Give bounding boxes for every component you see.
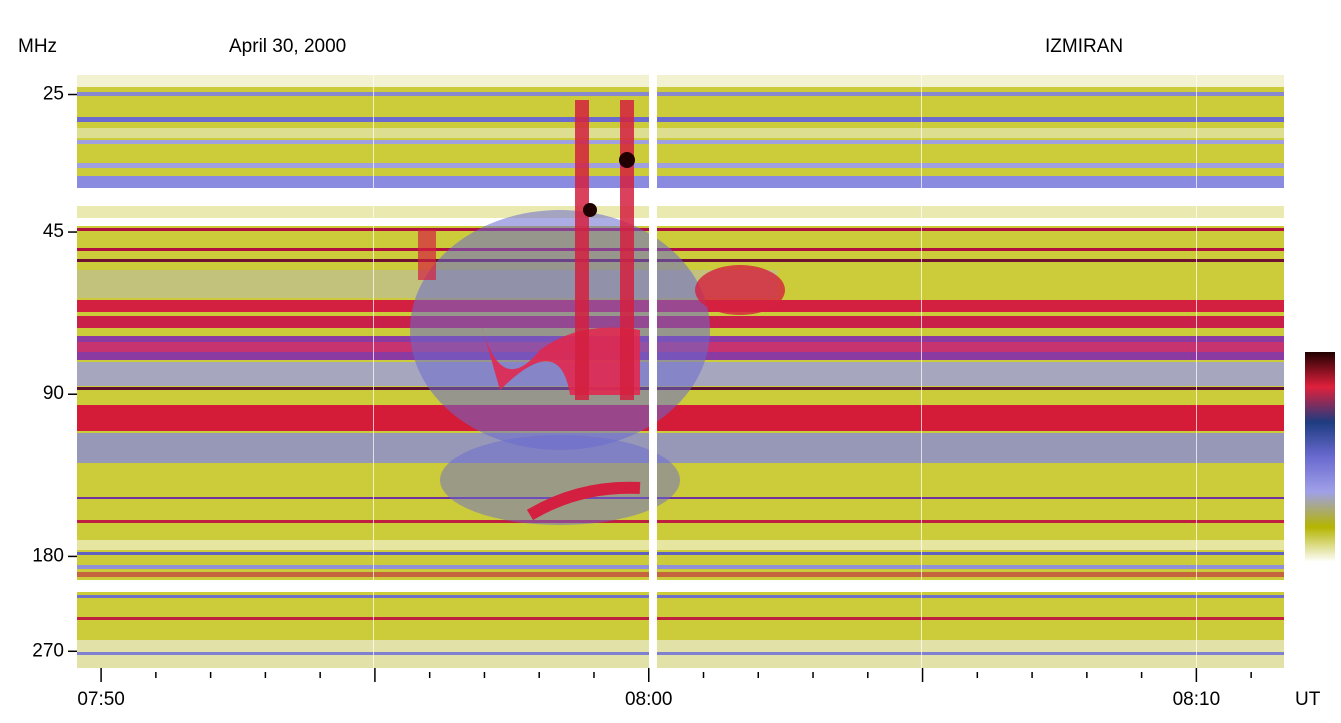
y-tick-label: 45	[43, 221, 64, 242]
band	[77, 163, 1284, 168]
band	[77, 520, 1284, 523]
burst	[695, 265, 785, 315]
observatory: IZMIRAN	[1045, 36, 1123, 57]
band	[77, 617, 1284, 620]
burst	[480, 320, 640, 395]
x-tick-label: 08:10	[1173, 689, 1221, 710]
y-tick-label: 270	[32, 640, 64, 661]
burst	[410, 210, 710, 450]
band	[77, 117, 1284, 122]
burst	[440, 435, 680, 525]
band	[77, 405, 1284, 431]
band	[77, 75, 1284, 87]
band	[77, 92, 1284, 96]
band	[77, 128, 1284, 138]
band	[77, 540, 1284, 550]
gap	[373, 75, 374, 668]
band	[77, 228, 1284, 231]
y-tick-label: 180	[32, 545, 64, 566]
x-tick-label: 07:50	[77, 689, 125, 710]
band	[77, 140, 1284, 144]
burst	[575, 100, 589, 400]
band	[77, 218, 1284, 226]
band	[77, 176, 1284, 188]
burst	[526, 481, 641, 521]
gap	[1196, 75, 1197, 668]
band	[77, 497, 1284, 499]
band	[77, 248, 1284, 251]
band	[77, 580, 1284, 592]
y-tick-label: 25	[43, 84, 64, 105]
chart-title: April 30, 2000	[229, 36, 346, 57]
x-axis-label: UT	[1295, 689, 1321, 710]
band	[77, 595, 1284, 598]
data-gap	[649, 75, 657, 668]
burst	[620, 100, 634, 400]
colorbar	[1305, 352, 1335, 562]
band	[77, 206, 1284, 218]
band	[77, 188, 1284, 206]
burst	[418, 230, 436, 280]
x-tick-label: 08:00	[625, 689, 673, 710]
burst	[619, 152, 635, 168]
band	[77, 433, 1284, 463]
y-tick-label: 90	[43, 383, 64, 404]
band	[77, 565, 1284, 569]
burst	[583, 203, 597, 217]
band	[77, 572, 1284, 577]
band	[77, 552, 1284, 555]
spectrogram-image	[77, 75, 1284, 668]
band	[77, 652, 1284, 655]
gap	[921, 75, 922, 668]
y-axis-label: MHz	[18, 36, 57, 57]
